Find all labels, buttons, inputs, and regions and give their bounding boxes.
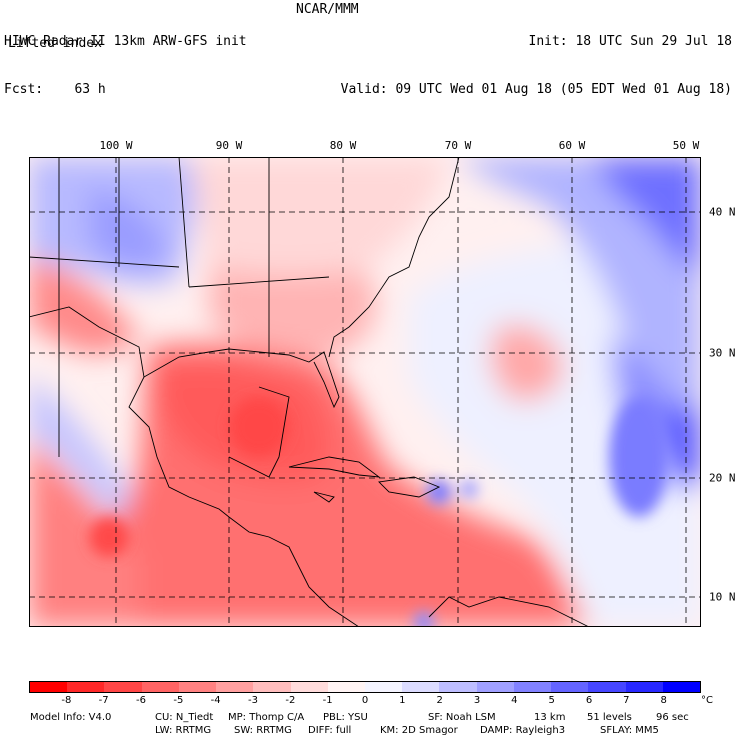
lifted-index-map: [29, 157, 701, 627]
sf-scheme: SF: Noah LSM: [428, 712, 496, 723]
colorbar-swatch: [662, 682, 700, 692]
lon-label-70w: 70 W: [444, 139, 472, 152]
colorbar-swatch: [551, 682, 589, 692]
colorbar-swatch: [290, 682, 328, 692]
field-name: Lifted index: [8, 36, 102, 51]
colorbar: [29, 681, 701, 693]
colorbar-tick-label: -7: [98, 695, 109, 706]
colorbar-swatch: [216, 682, 254, 692]
header-right: Init: 18 UTC Sun 29 Jul 18 Valid: 09 UTC…: [341, 2, 732, 114]
sflay-scheme: SFLAY: MM5: [600, 725, 659, 736]
colorbar-swatch: [439, 682, 477, 692]
center-label: NCAR/MMM: [296, 2, 359, 17]
colorbar-tick-label: 6: [585, 695, 593, 706]
colorbar-tick-label: -4: [210, 695, 221, 706]
colorbar-tick-label: -2: [285, 695, 296, 706]
colorbar-tick-label: 5: [548, 695, 555, 706]
lat-label-30n: 30 N: [709, 346, 736, 360]
colorbar-tick-label: -5: [173, 695, 184, 706]
map-frame: [29, 157, 701, 627]
colorbar-swatch: [178, 682, 217, 692]
resolution: 13 km: [534, 712, 566, 723]
levels: 51 levels: [587, 712, 632, 723]
colorbar-tick-label: 2: [436, 695, 443, 706]
lon-label-100w: 100 W: [99, 139, 133, 152]
model-info: Model Info: V4.0: [30, 712, 112, 723]
colorbar-tick-label: -8: [61, 695, 72, 706]
colorbar-tick-label: 7: [623, 695, 630, 706]
lat-label-40n: 40 N: [709, 205, 736, 219]
header-left: HIWC Radar II 13km ARW-GFS init Fcst: 63…: [4, 2, 247, 114]
model-title: HIWC Radar II 13km ARW-GFS init: [4, 34, 247, 49]
valid-time: Valid: 09 UTC Wed 01 Aug 18 (05 EDT Wed …: [340, 82, 732, 97]
damp-scheme: DAMP: Rayleigh3: [480, 725, 566, 736]
colorbar-swatch: [476, 682, 514, 692]
lon-label-80w: 80 W: [329, 139, 357, 152]
lw-scheme: LW: RRTMG: [155, 725, 212, 736]
coastlines: [29, 157, 590, 627]
field-detail: [89, 397, 669, 627]
colorbar-swatch: [253, 682, 291, 692]
lon-label-60w: 60 W: [558, 139, 586, 152]
sw-scheme: SW: RRTMG: [234, 725, 292, 736]
cu-scheme: CU: N_Tiedt: [155, 712, 214, 723]
lat-label-20n: 20 N: [709, 471, 736, 485]
colorbar-tick-label: 3: [473, 695, 481, 706]
lon-label-50w: 50 W: [672, 139, 700, 152]
colorbar-swatch: [67, 682, 105, 692]
forecast-hour: Fcst: 63 h: [4, 82, 106, 97]
colorbar-tick-label: 8: [660, 695, 667, 706]
colorbar-tick-label: 4: [511, 695, 518, 706]
colorbar-swatch: [625, 682, 663, 692]
km-scheme: KM: 2D Smagor: [380, 725, 458, 736]
colorbar-swatch: [30, 682, 68, 692]
colorbar-swatch: [364, 682, 403, 692]
lat-label-10n: 10 N: [709, 590, 736, 604]
graticule: [29, 157, 701, 627]
colorbar-swatch: [513, 682, 552, 692]
colorbar-unit: °C: [701, 695, 713, 706]
colorbar-swatch: [104, 682, 142, 692]
diff-scheme: DIFF: full: [308, 725, 352, 736]
colorbar-tick-label: 1: [399, 695, 406, 706]
field-shading: [29, 157, 701, 627]
colorbar-tick-label: -6: [136, 695, 146, 706]
mp-scheme: MP: Thomp C/A: [228, 712, 305, 723]
init-time: Init: 18 UTC Sun 29 Jul 18: [528, 34, 733, 49]
lon-label-90w: 90 W: [215, 139, 243, 152]
colorbar-swatch: [141, 682, 179, 692]
colorbar-swatch: [402, 682, 440, 692]
colorbar-tick-label: -1: [322, 695, 333, 706]
colorbar-tick-label: -3: [248, 695, 258, 706]
colorbar-tick-label: 0: [361, 695, 369, 706]
colorbar-swatch: [327, 682, 365, 692]
colorbar-swatch: [588, 682, 626, 692]
timestep: 96 sec: [656, 712, 689, 723]
pbl-scheme: PBL: YSU: [323, 712, 368, 723]
